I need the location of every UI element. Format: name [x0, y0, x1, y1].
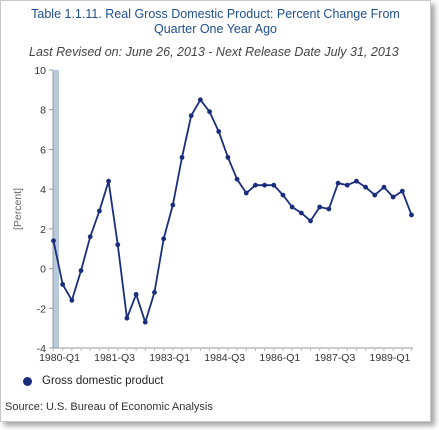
legend-marker-icon — [23, 376, 32, 386]
data-point — [390, 194, 396, 200]
data-point — [142, 319, 148, 325]
data-point — [69, 297, 75, 303]
chart-title: Table 1.1.11. Real Gross Domestic Produc… — [1, 7, 430, 37]
data-point — [216, 129, 222, 134]
data-point — [179, 154, 185, 160]
chart-frame: Table 1.1.11. Real Gross Domestic Produc… — [0, 0, 431, 422]
data-point — [197, 97, 203, 103]
line-chart: -4 -2 0 2 4 6 8 10 [Percent] 1980-Q1 1981-Q3 1983-Q… — [12, 65, 414, 364]
data-point — [161, 236, 167, 242]
y-axis-label: [Percent] — [12, 188, 24, 230]
chart-subtitle: Last Revised on: June 26, 2013 - Next Re… — [29, 45, 399, 59]
x-tick-label: 1980-Q1 — [39, 352, 80, 364]
data-point — [243, 190, 249, 196]
data-point — [298, 210, 304, 216]
data-point — [60, 282, 66, 287]
data-point — [372, 192, 378, 198]
y-tick-label: -4 — [37, 343, 46, 355]
data-point — [335, 180, 341, 186]
source-note: Source: U.S. Bureau of Economic Analysis — [5, 401, 213, 413]
data-point — [51, 238, 56, 244]
chart-title-line-1: Table 1.1.11. Real Gross Domestic Produc… — [31, 7, 400, 21]
y-tick-label: 0 — [40, 264, 46, 276]
data-point — [207, 109, 212, 115]
x-tick-label: 1983-Q1 — [149, 352, 190, 364]
y-tick-label: 2 — [40, 224, 46, 236]
x-tick-label: 1981-Q3 — [94, 352, 135, 364]
data-point — [354, 178, 359, 184]
data-point — [271, 182, 277, 188]
x-tick-label: 1986-Q1 — [259, 352, 300, 364]
data-point — [326, 206, 332, 212]
data-point — [188, 113, 194, 119]
y-tick-label: -2 — [37, 303, 46, 315]
y-tick-label: 6 — [40, 144, 46, 156]
chart-legend[interactable]: Gross domestic product — [23, 375, 163, 387]
data-point — [289, 204, 295, 210]
data-point — [133, 291, 139, 297]
y-tick-label: 10 — [34, 65, 46, 77]
data-point — [78, 268, 84, 273]
data-point — [317, 204, 323, 210]
data-point — [253, 182, 258, 188]
data-point — [124, 315, 130, 321]
data-point — [225, 154, 231, 160]
legend-label: Gross domestic product — [42, 375, 164, 387]
highlight-band — [53, 70, 59, 348]
data-point — [115, 242, 121, 248]
y-tick-label: 4 — [40, 184, 46, 196]
x-tick-label: 1989-Q1 — [370, 352, 411, 364]
y-tick-label: 8 — [40, 105, 46, 117]
data-point — [87, 234, 93, 240]
data-point — [234, 176, 240, 182]
data-point — [344, 182, 350, 188]
data-point — [96, 208, 102, 214]
data-point — [170, 202, 176, 208]
data-point — [363, 184, 369, 190]
data-point — [262, 182, 268, 188]
data-point — [152, 290, 157, 295]
data-point — [409, 212, 414, 218]
data-point — [381, 184, 387, 190]
data-point — [280, 192, 286, 198]
chart-title-line-2: Quarter One Year Ago — [153, 22, 277, 36]
data-point — [308, 218, 313, 224]
x-tick-label: 1987-Q3 — [314, 352, 355, 364]
data-point — [106, 178, 111, 184]
data-point — [399, 188, 405, 194]
series-line-gross-domestic-product — [52, 98, 413, 324]
x-tick-label: 1984-Q3 — [204, 352, 245, 364]
